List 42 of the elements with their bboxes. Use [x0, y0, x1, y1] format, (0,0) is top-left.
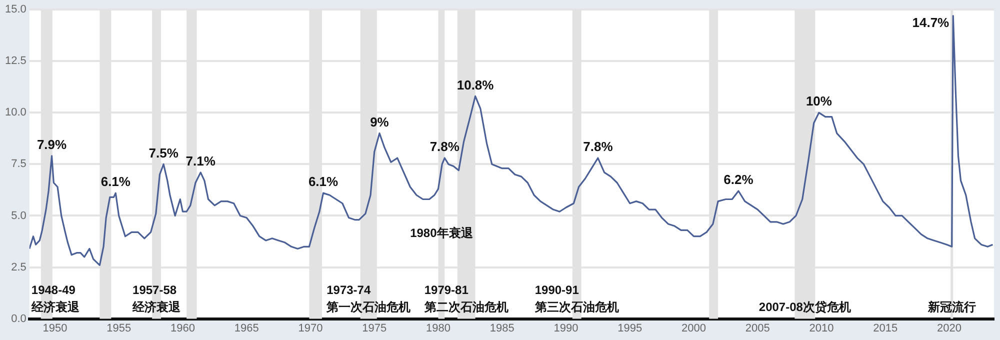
x-tick-label: 1980 — [426, 322, 450, 334]
annotation: 10% — [806, 94, 832, 109]
x-tick-label: 1995 — [618, 322, 642, 334]
band-label: 1980年衰退 — [410, 226, 474, 240]
annotation: 6.1% — [100, 174, 131, 190]
y-tick-label: 2.5 — [11, 261, 26, 274]
y-tick-label: 10.0 — [4, 106, 26, 119]
x-tick-label: 1960 — [170, 322, 195, 334]
annotation: 7.9% — [36, 137, 68, 152]
x-tick-label: 1975 — [362, 322, 387, 334]
annotation: 6.2% — [724, 172, 754, 188]
annotation: 7.8% — [583, 139, 614, 154]
band-label: 1979-81 第二次石油危机 — [423, 283, 508, 314]
y-tick-label: 0.0 — [11, 312, 26, 325]
x-tick-label: 1955 — [106, 322, 132, 334]
x-tick-label: 2000 — [682, 322, 706, 334]
x-tick-label: 2010 — [809, 322, 834, 334]
band-label: 1973-74 第一次石油危机 — [326, 283, 411, 314]
x-tick-label: 1970 — [298, 322, 323, 334]
band-label: 1990-91 第三次石油危机 — [534, 283, 619, 314]
annotation: 14.7% — [912, 14, 950, 30]
band-label: 1957-58 经济衰退 — [132, 283, 182, 314]
annotation: 10.8% — [456, 77, 494, 92]
x-tick-label: 2015 — [873, 322, 898, 334]
band-label: 1948-49 经济衰退 — [30, 283, 80, 314]
annotation: 9% — [370, 114, 390, 130]
x-tick-label: 1985 — [490, 322, 514, 334]
annotation: 7.1% — [186, 154, 216, 169]
x-tick-label: 2020 — [937, 322, 962, 334]
x-tick-label: 2005 — [745, 322, 770, 334]
band-label: 新冠流行 — [926, 300, 976, 314]
annotation: 7.8% — [430, 139, 460, 154]
x-tick-label: 1990 — [554, 322, 578, 334]
annotation: 7.5% — [148, 145, 179, 160]
band-label: 2007-08次贷危机 — [758, 300, 851, 314]
y-tick-label: 7.5 — [11, 158, 26, 170]
y-tick-label: 5.0 — [11, 210, 26, 222]
y-tick-label: 15.0 — [4, 4, 26, 16]
x-tick-label: 1965 — [234, 322, 259, 334]
annotation: 6.1% — [308, 174, 339, 190]
y-tick-label: 12.5 — [4, 55, 26, 68]
x-tick-label: 1950 — [42, 322, 68, 334]
